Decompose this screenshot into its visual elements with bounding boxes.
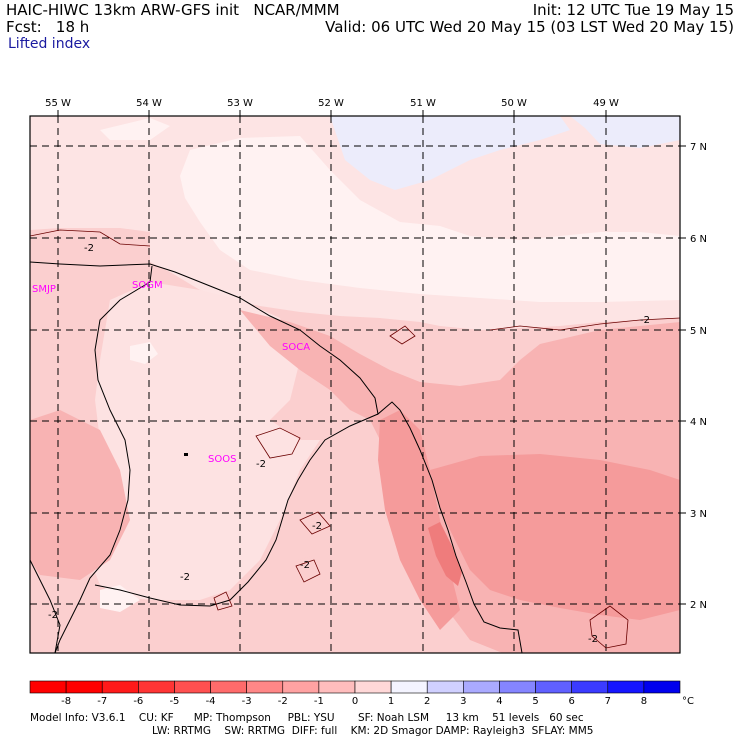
- colorbar-box: [390, 680, 428, 694]
- lon-label: 54 W: [136, 98, 162, 109]
- lat-label: 3 N: [690, 509, 707, 520]
- contour-label: -2: [588, 634, 598, 645]
- colorbar-label: 4: [496, 696, 502, 707]
- init-time: Init: 12 UTC Tue 19 May 15: [532, 1, 734, 19]
- colorbar-label: 2: [424, 696, 430, 707]
- colorbar-label: 1: [388, 696, 394, 707]
- coastline-borders: [30, 261, 523, 653]
- axis-ticks: [57, 110, 686, 605]
- lon-label: 55 W: [45, 98, 71, 109]
- shaded-field: [30, 116, 680, 653]
- field-level-plus1: [330, 116, 570, 190]
- colorbar-box: [210, 680, 247, 694]
- contour-lines: [30, 229, 680, 649]
- colorbar-box: [282, 680, 320, 694]
- field-name: Lifted index: [8, 36, 91, 52]
- field-level-minus4: [430, 454, 680, 620]
- lat-lon-grid: [30, 116, 680, 653]
- colorbar-label: -8: [61, 696, 71, 707]
- lat-label: 5 N: [690, 326, 707, 337]
- station-soca: SOCA: [282, 342, 310, 353]
- colorbar-box: [138, 680, 175, 694]
- colorbar-label: 6: [568, 696, 574, 707]
- colorbar-label: 7: [605, 696, 611, 707]
- station-labels: SMJP SOGM SOCA SOOS: [32, 280, 310, 465]
- lon-label: 50 W: [501, 98, 527, 109]
- model-info-line1: Model Info: V3.6.1 CU: KF MP: Thompson P…: [30, 712, 584, 724]
- colorbar-box: [354, 680, 392, 694]
- colorbar-box: [643, 680, 681, 694]
- colorbar-label: -2: [278, 696, 288, 707]
- colorbar-label: 3: [460, 696, 466, 707]
- station-marker: [184, 453, 188, 456]
- colorbar-label: -5: [169, 696, 179, 707]
- contour-label: -2: [84, 243, 94, 254]
- contour-label: -2: [48, 610, 58, 621]
- colorbar-label: -4: [206, 696, 216, 707]
- border-east: [30, 559, 61, 653]
- contour-label: -2: [312, 521, 322, 532]
- colorbar-box: [463, 680, 500, 694]
- station-soos: SOOS: [208, 454, 236, 465]
- colorbar-box: [535, 680, 572, 694]
- colorbar-box: [246, 680, 284, 694]
- model-info-line2: LW: RRTMG SW: RRTMG DIFF: full KM: 2D Sm…: [152, 725, 594, 737]
- latitude-labels: 7 N 6 N 5 N 4 N 3 N 2 N: [690, 142, 707, 611]
- contour-label: -2: [256, 459, 266, 470]
- forecast-hour: Fcst: 18 h: [6, 18, 90, 36]
- colorbar-box: [318, 680, 356, 694]
- colorbar-box: [174, 680, 211, 694]
- colorbar-label: -6: [133, 696, 143, 707]
- valid-time: Valid: 06 UTC Wed 20 May 15 (03 LST Wed …: [325, 18, 734, 36]
- lat-label: 4 N: [690, 417, 707, 428]
- lon-label: 49 W: [593, 98, 619, 109]
- colorbar-box: [426, 680, 464, 694]
- contour-label: -2: [300, 560, 310, 571]
- contour-label: -2: [640, 315, 650, 326]
- lat-label: 7 N: [690, 142, 707, 153]
- lon-label: 51 W: [410, 98, 436, 109]
- lat-label: 2 N: [690, 600, 707, 611]
- colorbar-box: [29, 680, 67, 694]
- colorbar: -8 -7 -6 -5 -4 -3 -2 -1 0 1 2 3 4 5 6 7 8 °C: [29, 680, 694, 707]
- lat-label: 6 N: [690, 234, 707, 245]
- colorbar-label: 5: [532, 696, 538, 707]
- colorbar-label: 8: [641, 696, 647, 707]
- contour-label: -2: [180, 572, 190, 583]
- border-central: [94, 413, 379, 607]
- map-title: HAIC-HIWC 13km ARW-GFS init NCAR/MMM: [6, 1, 340, 19]
- colorbar-box: [499, 680, 536, 694]
- field-level-zero: [180, 136, 680, 302]
- map-frame: [29, 115, 681, 654]
- colorbar-label: 0: [352, 696, 358, 707]
- colorbar-unit: °C: [682, 696, 694, 707]
- colorbar-label: -1: [314, 696, 324, 707]
- colorbar-box: [571, 680, 609, 694]
- lon-label: 52 W: [318, 98, 344, 109]
- coastline: [30, 261, 523, 653]
- longitude-labels: 55 W 54 W 53 W 52 W 51 W 50 W 49 W: [45, 98, 619, 109]
- lon-label: 53 W: [227, 98, 253, 109]
- border-west: [54, 265, 153, 653]
- field-level-minus5: [428, 522, 462, 586]
- colorbar-box: [607, 680, 645, 694]
- station-smjp: SMJP: [32, 284, 56, 295]
- colorbar-box: [65, 680, 103, 694]
- colorbar-box: [101, 680, 139, 694]
- colorbar-label: -7: [97, 696, 107, 707]
- contour-labels: -2 -2 -2 -2 -2 -2 -2 -2: [48, 243, 650, 645]
- colorbar-label: -3: [242, 696, 252, 707]
- station-sogm: SOGM: [132, 280, 163, 291]
